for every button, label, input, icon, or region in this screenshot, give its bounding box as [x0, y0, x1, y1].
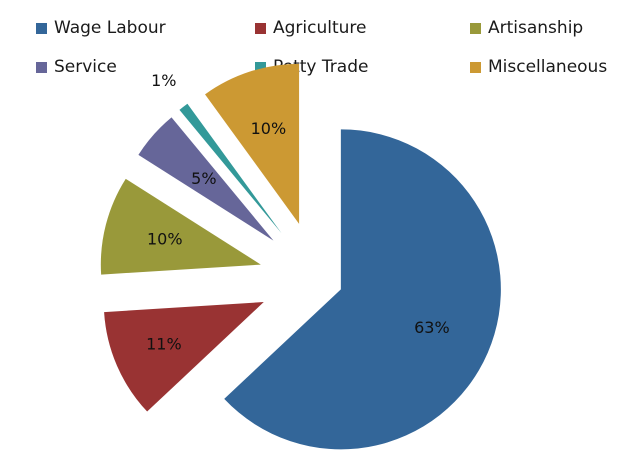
slice-data-label: 63% — [414, 318, 450, 337]
slice-data-label: 1% — [151, 71, 176, 90]
slice-data-label: 11% — [146, 335, 182, 354]
legend-label: Miscellaneous — [488, 57, 608, 77]
legend-label: Artisanship — [488, 18, 584, 38]
legend-item: Miscellaneous — [470, 55, 607, 79]
legend-swatch — [255, 61, 266, 73]
legend-swatch — [255, 22, 266, 34]
pie-slice — [100, 178, 261, 275]
legend-label: Service — [54, 57, 117, 77]
pie-slice — [179, 103, 282, 234]
legend-item: Agriculture — [255, 16, 367, 40]
pie-slice — [224, 129, 501, 450]
chart-legend: Wage Labour Agriculture Artisanship Service… — [0, 0, 630, 90]
legend-label: Wage Labour — [54, 18, 166, 38]
legend-swatch — [470, 61, 481, 73]
legend-item: Artisanship — [470, 16, 583, 40]
slice-data-label: 10% — [147, 229, 183, 248]
legend-item: Service — [36, 55, 117, 79]
slice-data-label: 10% — [251, 119, 287, 138]
legend-item: Wage Labour — [36, 16, 166, 40]
legend-label: Agriculture — [273, 18, 367, 38]
legend-swatch — [36, 22, 47, 34]
pie-slice — [138, 117, 274, 241]
pie-slice — [104, 302, 264, 412]
slice-data-label: 5% — [191, 169, 216, 188]
legend-swatch — [470, 22, 481, 34]
pie-slice — [205, 63, 300, 224]
legend-swatch — [36, 61, 47, 73]
